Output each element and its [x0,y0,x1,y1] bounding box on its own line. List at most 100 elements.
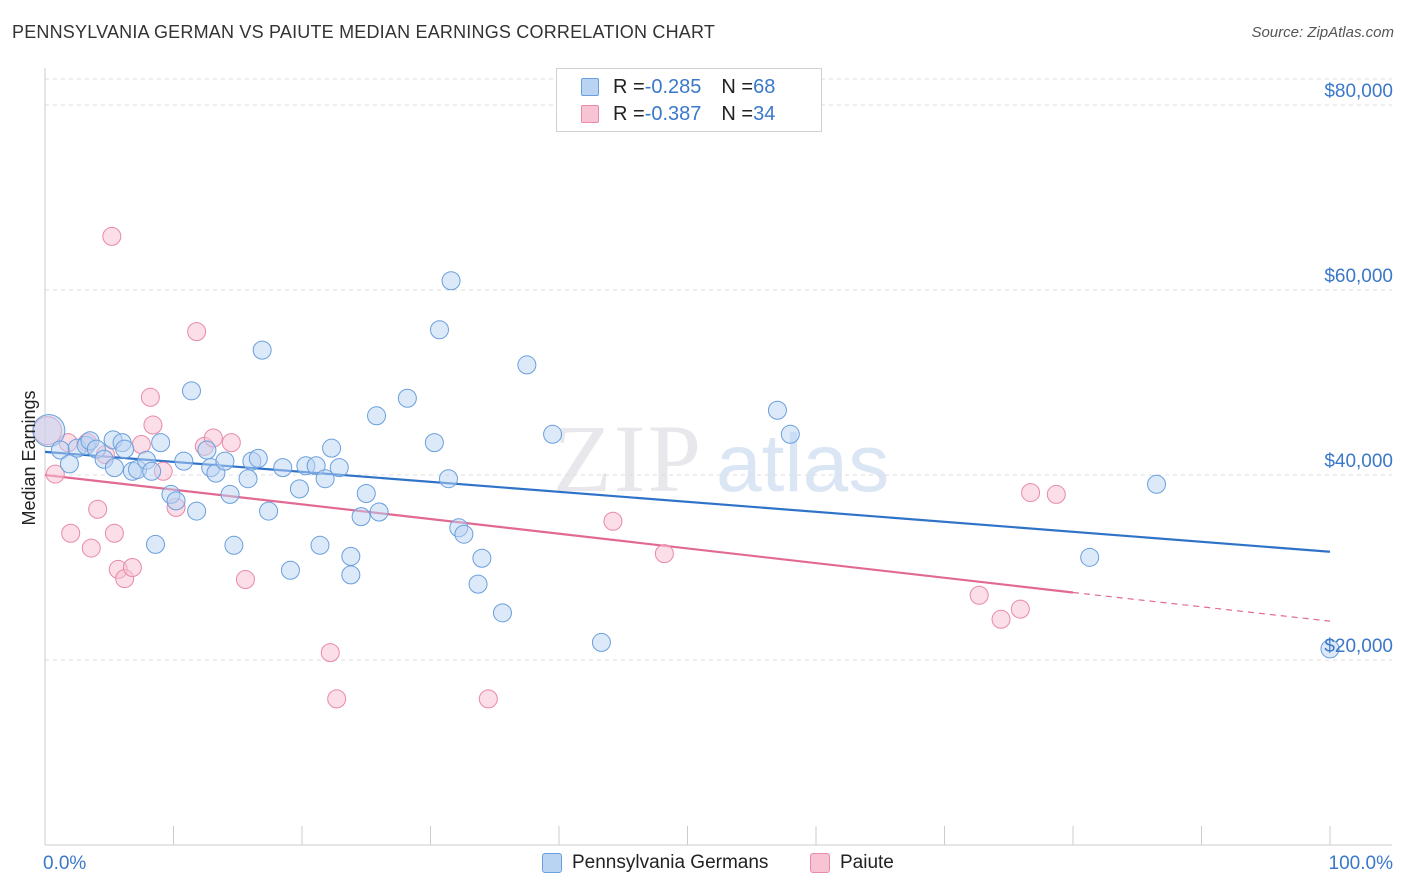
series-legend: Pennsylvania Germans Paiute [0,852,1406,878]
legend-row-paiute: R = -0.387 N = 34 [581,102,775,126]
pennsylvania-germans-point [543,424,563,444]
paiute-point [654,544,674,564]
pennsylvania-germans-point [369,502,389,522]
series-legend-label-1: Pennsylvania Germans [572,852,769,873]
legend-swatch-blue [581,78,599,96]
pennsylvania-germans-point [367,406,387,426]
paiute-point [140,387,160,407]
paiute-point [81,538,101,558]
paiute-point [603,511,623,531]
y-tick-label: $80,000 [1324,81,1393,102]
x-tick-label-start: 0.0% [43,853,86,874]
pennsylvania-germans-point [441,271,461,291]
pennsylvania-germans-point [517,355,537,375]
y-tick-label: $20,000 [1324,636,1393,657]
pennsylvania-germans-point [248,448,268,468]
x-tick-labels: 0.0% 100.0% [43,853,1393,874]
source-label: Source: ZipAtlas.com [1251,24,1394,41]
pennsylvania-germans-point [197,440,217,460]
paiute-point [143,415,163,435]
pennsylvania-germans-point [181,381,201,401]
paiute-point [104,523,124,543]
y-axis-label: Median Earnings [19,390,39,525]
paiute-point [221,433,241,453]
pennsylvania-germans-point [32,414,66,448]
pennsylvania-germans-point [341,565,361,585]
pennsylvania-germans-point [252,340,272,360]
legend-row-pennsylvania-germans: R = -0.285 N = 68 [581,75,775,99]
paiute-point [478,689,498,709]
pennsylvania-germans-point [1320,639,1340,659]
pennsylvania-germans-point [259,501,279,521]
pennsylvania-germans-point [1147,474,1167,494]
data-points [32,226,1340,709]
legend-n-label-2: N = [721,102,754,125]
axes [44,68,1392,846]
pennsylvania-germans-point [329,458,349,478]
pennsylvania-germans-point [104,458,124,478]
pennsylvania-germans-point [310,535,330,555]
pennsylvania-germans-point [1080,547,1100,567]
pennsylvania-germans-point [767,400,787,420]
pennsylvania-germans-point [438,469,458,489]
paiute-point [102,226,122,246]
paiute-point [1046,484,1066,504]
pennsylvania-germans-point [273,458,293,478]
pennsylvania-germans-point [151,433,171,453]
pennsylvania-germans-point [280,560,300,580]
y-tick-label: $60,000 [1324,266,1393,287]
legend-n-label-1: N = [721,75,754,98]
y-tick-labels: $20,000 $40,000 $60,000 $80,000 [1324,81,1393,657]
pennsylvania-germans-point [591,632,611,652]
pennsylvania-germans-point [166,491,186,511]
legend-n-value-2: 34 [753,102,776,125]
paiute-point [61,523,81,543]
paiute-point [45,464,65,484]
watermark-atlas: atlas [716,418,889,509]
series-legend-item-pennsylvania-germans: Pennsylvania Germans [542,852,768,874]
pennsylvania-germans-point [454,524,474,544]
pennsylvania-germans-point [424,433,444,453]
legend-r-value-2: -0.387 [644,102,702,125]
trend-line-paiute [44,473,1074,594]
paiute-point [991,609,1011,629]
pennsylvania-germans-point [468,574,488,594]
legend-r-label-1: R = [613,75,645,98]
series-legend-swatch-pink [810,853,830,873]
series-legend-label-2: Paiute [840,852,894,873]
legend-r-value-1: -0.285 [644,75,702,98]
pennsylvania-germans-point [306,456,326,476]
pennsylvania-germans-point [238,469,258,489]
pennsylvania-germans-point [174,451,194,471]
pennsylvania-germans-point [315,469,335,489]
paiute-point [122,558,142,577]
pennsylvania-germans-point [146,534,166,554]
correlation-legend: R = -0.285 N = 68 R = -0.387 N = 34 [556,68,822,132]
legend-n-value-1: 68 [753,75,776,98]
paiute-point [327,689,347,709]
pennsylvania-germans-point [215,451,235,471]
legend-swatch-pink [581,105,599,123]
pennsylvania-germans-point [356,484,376,503]
series-legend-swatch-blue [542,853,562,873]
pennsylvania-germans-point [322,438,342,458]
pennsylvania-germans-point [780,424,800,444]
trend-line-paiute-extension [1072,591,1331,622]
pennsylvania-germans-point [492,603,512,623]
series-legend-item-paiute: Paiute [810,852,894,874]
watermark-zip: ZIP [553,405,703,512]
chart-title: PENNSYLVANIA GERMAN VS PAIUTE MEDIAN EAR… [12,22,716,42]
paiute-point [320,643,340,663]
pennsylvania-germans-point [220,484,240,504]
paiute-point [969,585,989,605]
pennsylvania-germans-point [289,479,309,499]
paiute-point [235,570,255,590]
pennsylvania-germans-point [341,546,361,566]
y-tick-label: $40,000 [1324,451,1393,472]
paiute-point [187,322,207,342]
pennsylvania-germans-point [142,461,162,481]
trend-lines [44,450,1331,622]
pennsylvania-germans-point [429,320,449,340]
x-tick-label-end: 100.0% [1329,853,1394,874]
